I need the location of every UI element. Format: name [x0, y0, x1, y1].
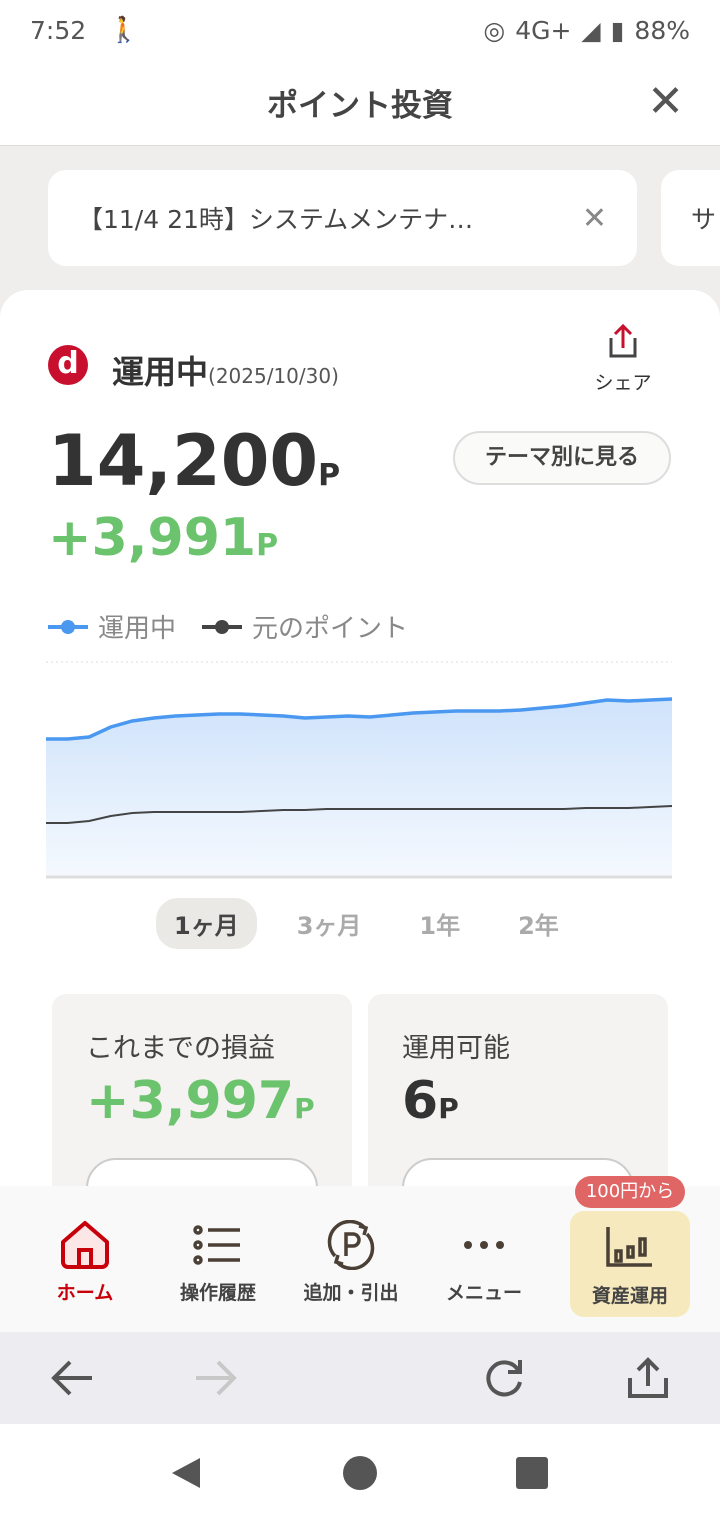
- nav-label: ホーム: [56, 1282, 114, 1304]
- promo-badge: 100円から: [575, 1176, 685, 1208]
- value-line: [46, 697, 673, 741]
- share-icon[interactable]: [626, 1356, 670, 1400]
- period-2y[interactable]: 2年: [518, 912, 559, 940]
- nav-history[interactable]: 操作履歴: [163, 1186, 273, 1332]
- points-cycle-icon: [327, 1220, 375, 1270]
- period-3m[interactable]: 3ヶ月: [296, 912, 362, 940]
- clock: 7:52: [30, 15, 87, 45]
- hotspot-icon: ◎: [483, 15, 506, 45]
- nav-asset-management[interactable]: 資産運用: [570, 1211, 690, 1317]
- available-card: 運用可能 6P: [368, 994, 668, 1224]
- chart-legend: 運用中 元のポイント: [48, 608, 408, 645]
- legend-label: 運用中: [98, 614, 177, 644]
- nav-add-withdraw[interactable]: 追加・引出: [296, 1186, 406, 1332]
- legend-label: 元のポイント: [252, 614, 409, 644]
- legend-item: 運用中: [48, 608, 176, 645]
- nav-label: 追加・引出: [303, 1282, 399, 1304]
- available-amount: 6: [402, 1071, 439, 1131]
- notice-text: サ: [691, 205, 717, 234]
- profit-card: これまでの損益 +3,997P: [52, 994, 352, 1224]
- unit: P: [294, 1092, 315, 1125]
- battery-icon: ▮: [610, 15, 625, 45]
- theme-view-button[interactable]: テーマ別に見る: [453, 431, 671, 485]
- value-area: [46, 699, 672, 877]
- date: (2025/10/30): [208, 364, 339, 388]
- nav-label: メニュー: [445, 1282, 522, 1304]
- bar-chart-icon: [606, 1227, 652, 1267]
- profit-amount: +3,997: [86, 1071, 295, 1131]
- network-label: 4G+: [515, 15, 572, 45]
- legend-item: 元のポイント: [202, 608, 408, 645]
- share-icon: [609, 323, 637, 358]
- d-point-logo: d: [48, 345, 88, 385]
- battery-level: 88%: [634, 15, 690, 45]
- status-bar: 7:52 🚶 ◎ 4G+ ◢ ▮ 88%: [0, 0, 720, 60]
- system-recents-icon[interactable]: [516, 1457, 548, 1489]
- share-button[interactable]: シェア: [588, 322, 658, 395]
- system-back-icon[interactable]: [170, 1456, 202, 1490]
- profit-label: これまでの損益: [86, 1033, 275, 1064]
- close-icon[interactable]: ✕: [647, 76, 684, 127]
- period-1m[interactable]: 1ヶ月: [156, 898, 257, 949]
- home-icon: [61, 1221, 109, 1269]
- nav-label: 操作履歴: [179, 1282, 256, 1304]
- nav-label: 資産運用: [591, 1285, 668, 1307]
- bottom-nav: ホーム 操作履歴 追加・引出 メニュー 資産運用: [0, 1186, 720, 1332]
- gain-value: +3,991: [48, 508, 257, 568]
- back-icon[interactable]: [50, 1358, 94, 1398]
- nav-home[interactable]: ホーム: [30, 1186, 140, 1332]
- total-points: 14,200P: [48, 420, 340, 502]
- period-selector: 1ヶ月 3ヶ月 1年 2年: [156, 898, 577, 949]
- unit: P: [318, 458, 341, 493]
- system-home-icon[interactable]: [342, 1455, 378, 1491]
- gain-points: +3,991P: [48, 508, 278, 568]
- legend-swatch: [202, 619, 243, 634]
- available-label: 運用可能: [402, 1033, 510, 1064]
- reload-icon[interactable]: [482, 1356, 526, 1400]
- list-icon: [193, 1225, 240, 1265]
- forward-icon[interactable]: [194, 1358, 238, 1398]
- status-label: 運用中: [112, 353, 209, 391]
- more-icon: [464, 1241, 504, 1249]
- close-icon[interactable]: ✕: [581, 200, 607, 236]
- system-nav-bar: [0, 1424, 720, 1520]
- browser-toolbar: [0, 1332, 720, 1424]
- share-label: シェア: [594, 372, 652, 394]
- status-heading: 運用中(2025/10/30): [112, 347, 339, 393]
- notice-text: 【11/4 21時】システムメンテナ…: [78, 205, 474, 234]
- period-1y[interactable]: 1年: [419, 912, 461, 940]
- unit: P: [438, 1092, 459, 1125]
- original-points-line: [46, 805, 673, 824]
- performance-chart: [46, 661, 673, 879]
- profit-value: +3,997P: [86, 1071, 318, 1131]
- available-value: 6P: [402, 1071, 634, 1131]
- page-title: ポイント投資: [267, 88, 453, 124]
- notice-banner[interactable]: 【11/4 21時】システムメンテナ… ✕: [48, 170, 637, 266]
- walk-icon: 🚶: [108, 15, 140, 44]
- unit: P: [256, 528, 279, 563]
- nav-menu[interactable]: メニュー: [429, 1186, 539, 1332]
- signal-icon: ◢: [581, 15, 601, 45]
- total-value: 14,200: [48, 420, 319, 502]
- notice-banner[interactable]: サ: [661, 170, 720, 266]
- legend-swatch: [48, 619, 88, 634]
- app-header: ポイント投資 ✕: [0, 60, 720, 146]
